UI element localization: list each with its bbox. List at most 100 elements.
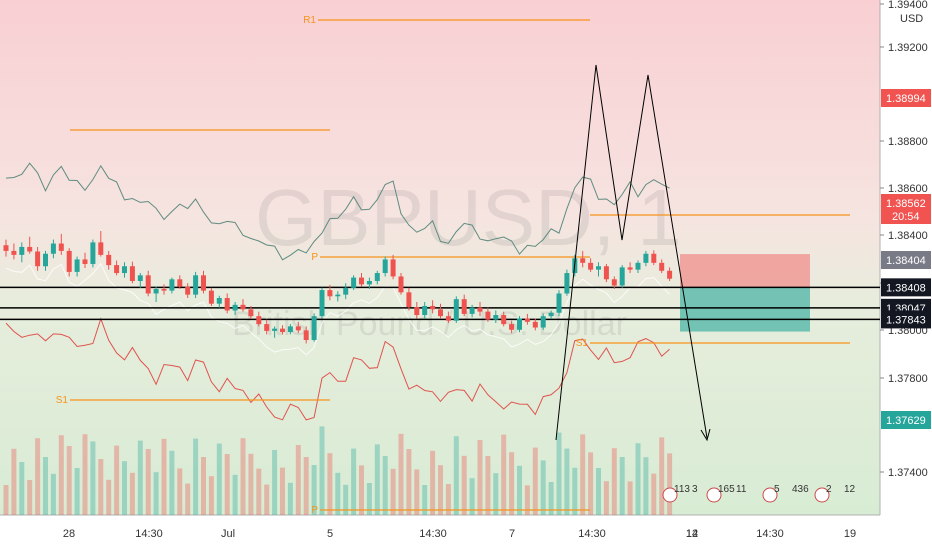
candle-body <box>137 275 143 281</box>
candle-body <box>422 305 428 316</box>
price-tick-label: 1.39400 <box>888 0 928 11</box>
level-price-tag <box>881 278 931 297</box>
price-tag-label: 1.38562 <box>886 198 926 210</box>
event-flag-icon <box>762 487 778 503</box>
volume-bar <box>635 443 641 515</box>
pivot-label: S1 <box>576 338 589 349</box>
candle-body <box>287 326 293 333</box>
candle-body <box>295 326 301 331</box>
candle-body <box>153 288 159 294</box>
volume-bar <box>106 479 112 515</box>
candle-body <box>556 293 562 313</box>
event-count-label: 12 <box>844 484 856 495</box>
price-tick-label: 1.39200 <box>888 42 928 54</box>
stop-loss-zone <box>680 254 810 288</box>
pivot-label: R1 <box>303 15 316 26</box>
event-badges[interactable]: 113 3 165 11 5 436 2 12 <box>662 484 856 503</box>
position-tool[interactable] <box>680 254 810 332</box>
time-tick-label: 14:30 <box>135 528 163 540</box>
volume-bar <box>445 484 451 515</box>
price-axis[interactable]: USD 1.39400 1.39200 1.38800 1.38600 1.38400 1… <box>880 0 931 479</box>
volume-bar <box>58 435 64 515</box>
time-tick-label: 7 <box>509 528 515 540</box>
candle-body <box>406 292 412 308</box>
candle-body <box>374 273 380 281</box>
level-price-label: 1.37843 <box>886 314 926 326</box>
drawings[interactable] <box>555 64 711 442</box>
event-count-label: 113 <box>674 484 690 495</box>
candle-body <box>477 307 483 312</box>
candle-body <box>303 330 309 341</box>
currency-label: USD <box>900 13 923 25</box>
volume-bar <box>509 452 515 515</box>
price-tick-label: 1.38600 <box>888 183 928 195</box>
candle-body <box>82 259 88 264</box>
price-tick-label: 1.38400 <box>888 230 928 242</box>
volume-bar <box>185 483 191 515</box>
candle-body <box>280 328 285 333</box>
volume-bar <box>643 457 649 515</box>
candle-body <box>11 250 17 255</box>
candle-body <box>627 267 633 270</box>
volume-bar <box>303 457 309 515</box>
pivot-label: P <box>311 505 318 516</box>
candle-body <box>224 298 230 311</box>
volume-bar <box>327 453 333 515</box>
pivot-label: P <box>311 252 318 263</box>
volume-bar <box>406 449 412 515</box>
time-tick-label: 14:30 <box>578 528 606 540</box>
candle-body <box>430 305 436 310</box>
candle-body <box>27 246 33 252</box>
candle-body <box>122 266 127 274</box>
candle-body <box>445 316 451 321</box>
volume-bar <box>27 480 33 515</box>
volume-bar <box>572 467 578 515</box>
volume-bar <box>264 484 270 515</box>
volume-bar <box>477 440 483 515</box>
volume-bars <box>3 426 673 515</box>
candle-body <box>43 253 48 267</box>
event-flag-icon <box>814 487 830 503</box>
volume-bar <box>201 457 206 515</box>
candle-body <box>161 288 167 291</box>
volume-bar <box>493 473 499 515</box>
volume-bar <box>422 485 428 515</box>
volume-bar <box>366 483 372 515</box>
pivot-label: S1 <box>56 395 69 406</box>
volume-bar <box>272 450 278 515</box>
candle-body <box>603 266 609 280</box>
volume-bar <box>256 468 262 515</box>
volume-bar <box>19 462 25 515</box>
candle-body <box>145 275 151 294</box>
event-flag-icon <box>706 487 722 503</box>
candle-body <box>66 250 72 272</box>
candle-body <box>19 246 25 255</box>
candle-body <box>438 309 443 317</box>
event-count-label: 165 <box>718 484 735 495</box>
price-tag <box>881 251 931 269</box>
volume-bar <box>611 448 617 515</box>
volume-bar <box>588 452 594 515</box>
candle-body <box>169 279 175 291</box>
time-tick-label: 14 <box>686 528 698 540</box>
candle-body <box>635 262 641 270</box>
level-price-label: 1.38408 <box>886 282 926 294</box>
volume-bar <box>137 440 143 515</box>
volume-bar <box>603 481 609 515</box>
candle-body <box>366 280 372 285</box>
level-price-tag <box>881 310 931 329</box>
time-tick-label: 28 <box>63 528 75 540</box>
candle-body <box>240 304 246 310</box>
volume-bar <box>161 438 167 515</box>
zigzag-drawing <box>555 64 708 441</box>
time-tick-label: 5 <box>327 528 333 540</box>
price-tag-label: 1.38404 <box>886 255 926 267</box>
volume-bar <box>540 460 546 515</box>
volume-bar <box>129 472 135 515</box>
candle-body <box>501 315 507 325</box>
volume-bar <box>216 443 222 515</box>
event-count-label: 2 <box>826 484 832 495</box>
volume-bar <box>461 455 467 515</box>
